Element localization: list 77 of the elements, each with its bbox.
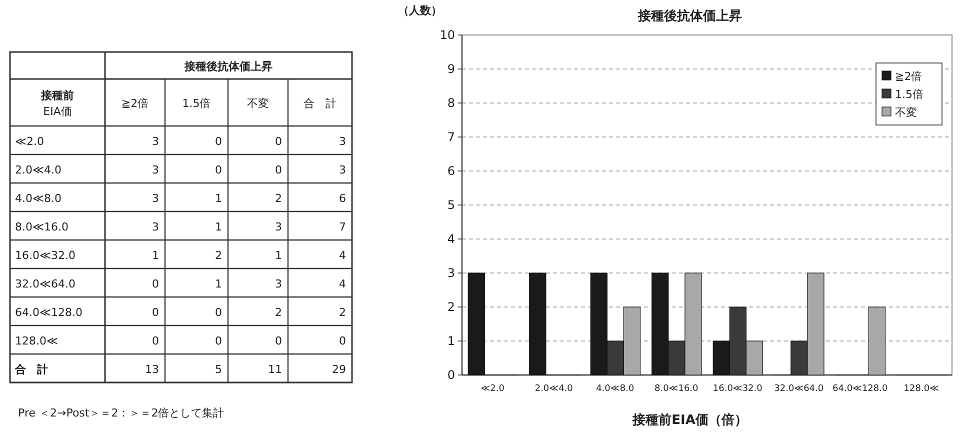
data-label: 2 <box>275 192 282 205</box>
y-tick-label: 64.0≪128.0 <box>15 306 82 319</box>
y-tick-label: 9 <box>447 62 455 76</box>
chart-title: 接種後抗体価上昇 <box>637 8 742 24</box>
y-tick-label: 5 <box>447 198 455 212</box>
x-tick-label: 1.5倍 <box>182 97 211 110</box>
data-label: 1 <box>215 192 222 205</box>
data-label: 0 <box>215 135 222 148</box>
data-label: 5 <box>215 363 222 376</box>
text: Pre ＜2→Post＞＝2：＞＝2倍として集計 <box>18 406 224 420</box>
data-label: 0 <box>152 306 159 319</box>
x-tick-label: 16.0≪32.0 <box>712 384 763 394</box>
x-axis-title: 接種前EIA価（倍） <box>632 412 748 428</box>
data-label: 3 <box>152 164 159 176</box>
y-tick-label: 2 <box>447 300 455 314</box>
x-tick-label: ≧2倍 <box>121 97 149 110</box>
data-label: 4 <box>339 249 346 262</box>
data-label: 13 <box>145 363 159 376</box>
legend-label: 不変 <box>895 106 917 119</box>
y-tick-label: 32.0≪64.0 <box>15 278 76 290</box>
y-tick-label: 1 <box>447 334 455 348</box>
chart-title: 接種後抗体価上昇 <box>184 60 272 73</box>
data-label: 7 <box>339 220 346 234</box>
data-label: 1 <box>152 249 159 262</box>
x-tick-label: 2.0≪4.0 <box>534 384 574 394</box>
data-label: 3 <box>152 135 159 148</box>
data-label: 1 <box>215 278 222 290</box>
y-tick-label: 7 <box>447 130 455 144</box>
data-label: 6 <box>339 192 346 205</box>
data-label: 29 <box>332 363 346 376</box>
y-axis-title: （人数） <box>398 4 442 17</box>
y-tick-label: 3 <box>447 266 455 280</box>
data-label: 2 <box>339 306 346 319</box>
y-tick-label: 16.0≪32.0 <box>15 249 76 262</box>
data-label: 0 <box>339 334 346 348</box>
data-label: 3 <box>275 278 282 290</box>
x-tick-label: ≪2.0 <box>480 384 505 394</box>
data-label: 3 <box>339 135 346 148</box>
x-tick-label: 不変 <box>247 97 269 110</box>
x-tick-label: 32.0≪64.0 <box>774 384 824 394</box>
x-tick-label: 合 計 <box>304 97 336 110</box>
y-tick-label: 2.0≪4.0 <box>15 164 62 176</box>
data-label: 0 <box>152 278 159 290</box>
x-tick-label: 128.0≪ <box>904 384 939 394</box>
data-label: 2 <box>275 306 282 319</box>
y-tick-label: 6 <box>447 164 455 178</box>
y-tick-label: 4.0≪8.0 <box>15 192 62 205</box>
data-label: 4 <box>339 278 346 290</box>
data-label: 0 <box>215 334 222 348</box>
x-tick-label: 4.0≪8.0 <box>596 384 634 394</box>
data-label: 3 <box>152 220 159 234</box>
y-tick-label: 4 <box>447 232 455 246</box>
data-label: 0 <box>275 164 282 176</box>
y-tick-label: 128.0≪ <box>15 334 58 348</box>
y-tick-label: 0 <box>447 368 455 382</box>
data-label: 0 <box>215 306 222 319</box>
data-label: 3 <box>339 164 346 176</box>
y-tick-label: 10 <box>440 28 455 42</box>
data-label: 0 <box>152 334 159 348</box>
data-label: 3 <box>152 192 159 205</box>
y-tick-label: ≪2.0 <box>15 135 44 148</box>
legend-label: 1.5倍 <box>895 88 924 101</box>
data-label: 11 <box>268 363 282 376</box>
data-label: 0 <box>275 334 282 348</box>
data-label: 3 <box>275 220 282 234</box>
legend-label: ≧2倍 <box>895 70 922 83</box>
y-axis-title: 接種前EIA価 <box>40 89 74 118</box>
data-label: 1 <box>275 249 282 262</box>
data-label: 1 <box>215 220 222 234</box>
y-tick-label: 合 計 <box>14 363 48 376</box>
y-tick-label: 8.0≪16.0 <box>15 220 69 234</box>
data-label: 0 <box>275 135 282 148</box>
x-tick-label: 64.0≪128.0 <box>832 384 888 394</box>
data-label: 0 <box>215 164 222 176</box>
y-tick-label: 8 <box>447 96 455 110</box>
data-label: 2 <box>215 249 222 262</box>
x-tick-label: 8.0≪16.0 <box>654 384 699 394</box>
